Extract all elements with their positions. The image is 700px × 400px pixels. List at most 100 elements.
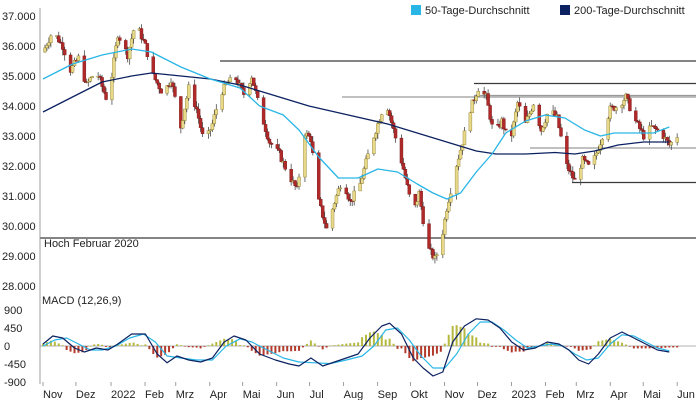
candle-body bbox=[248, 83, 252, 95]
candle-body bbox=[319, 198, 323, 206]
legend-label-sma200: 200-Tage-Durchschnitt bbox=[574, 5, 685, 17]
candle bbox=[70, 63, 75, 74]
candle bbox=[248, 82, 252, 98]
candle-body bbox=[265, 131, 270, 140]
macd-histogram-bar bbox=[191, 346, 194, 348]
candle-body bbox=[433, 255, 437, 259]
candle bbox=[447, 199, 451, 213]
macd-panel bbox=[40, 318, 696, 377]
candle-body bbox=[234, 77, 238, 81]
candle-body bbox=[435, 254, 439, 257]
candle-body bbox=[124, 40, 128, 50]
macd-histogram-bar bbox=[656, 346, 659, 349]
candle bbox=[567, 159, 571, 175]
candle bbox=[559, 123, 563, 138]
x-tick-label: Okt bbox=[411, 389, 428, 400]
candle-body bbox=[194, 106, 199, 110]
macd-histogram-bar bbox=[290, 346, 293, 352]
candle bbox=[523, 102, 528, 123]
candle-body bbox=[608, 105, 612, 119]
macd-histogram-bar bbox=[203, 346, 206, 347]
candle-body bbox=[157, 83, 161, 90]
candle-body bbox=[212, 114, 217, 124]
candle bbox=[401, 157, 406, 170]
candle-body bbox=[70, 65, 75, 73]
macd-signal-line bbox=[42, 321, 670, 369]
macd-histogram-bar bbox=[278, 346, 281, 353]
y-tick-label: 36.000 bbox=[2, 41, 36, 53]
candle bbox=[155, 79, 159, 86]
x-tick-label: 2022 bbox=[111, 389, 135, 400]
candle-body bbox=[543, 122, 547, 128]
macd-histogram-bar bbox=[636, 346, 639, 349]
candle bbox=[194, 101, 199, 114]
macd-title: MACD (12,26,9) bbox=[42, 295, 121, 307]
candle-body bbox=[374, 133, 378, 139]
candle bbox=[366, 149, 370, 160]
candle bbox=[573, 172, 577, 180]
macd-histogram-bar bbox=[73, 346, 76, 354]
macd-histogram-bar bbox=[341, 344, 344, 346]
candle bbox=[571, 166, 575, 183]
candle bbox=[431, 247, 435, 261]
candle bbox=[131, 29, 136, 44]
candle bbox=[531, 104, 536, 112]
candle bbox=[415, 201, 419, 208]
candle-body bbox=[57, 35, 61, 43]
candle bbox=[200, 122, 205, 138]
macd-histogram-bar bbox=[53, 341, 56, 346]
candle-body bbox=[267, 138, 272, 144]
candle bbox=[435, 252, 439, 261]
candle bbox=[283, 159, 287, 172]
candle bbox=[476, 88, 480, 97]
candle bbox=[214, 104, 219, 119]
candle-body bbox=[515, 102, 520, 113]
macd-histogram-bar bbox=[487, 343, 490, 346]
candle bbox=[468, 111, 473, 133]
candle-body bbox=[580, 156, 585, 169]
macd-histogram-bar bbox=[388, 338, 391, 346]
macd-histogram-bar bbox=[313, 343, 316, 346]
candle-body bbox=[565, 135, 569, 164]
candle-body bbox=[653, 126, 658, 129]
candle bbox=[212, 109, 217, 127]
candle bbox=[139, 24, 144, 44]
candle bbox=[586, 160, 591, 166]
candle bbox=[88, 76, 92, 83]
candle bbox=[606, 116, 610, 142]
legend: 50-Tage-Durchschnitt 200-Tage-Durchschni… bbox=[411, 5, 685, 17]
macd-histogram-bar bbox=[65, 346, 68, 350]
candle-body bbox=[458, 150, 463, 160]
macd-histogram-bar bbox=[179, 345, 182, 346]
candle bbox=[90, 75, 94, 79]
macd-histogram-bar bbox=[238, 345, 241, 346]
candle-body bbox=[43, 47, 47, 53]
candle-body bbox=[541, 127, 545, 132]
macd-histogram-bar bbox=[435, 346, 438, 354]
candle-body bbox=[573, 177, 577, 180]
candle bbox=[124, 38, 128, 55]
macd-histogram-bar bbox=[506, 346, 509, 351]
candle bbox=[348, 193, 352, 206]
macd-histogram-bar bbox=[349, 343, 352, 346]
macd-histogram-bar bbox=[353, 342, 356, 346]
candle-body bbox=[60, 42, 65, 50]
macd-y-tick-label: 900 bbox=[4, 305, 22, 317]
reference-lines bbox=[40, 60, 696, 239]
macd-histogram-bar bbox=[325, 346, 328, 348]
candle-body bbox=[269, 143, 274, 145]
candle bbox=[338, 184, 343, 192]
macd-histogram-bar bbox=[514, 346, 517, 352]
candle bbox=[441, 229, 445, 259]
macd-histogram-bar bbox=[565, 346, 568, 347]
candle-body bbox=[669, 142, 673, 146]
x-tick-label: Mrz bbox=[176, 389, 194, 400]
candle-body bbox=[222, 83, 226, 95]
candle bbox=[669, 141, 673, 150]
x-tick-label: Dez bbox=[477, 389, 497, 400]
candle bbox=[234, 76, 238, 84]
candle bbox=[303, 133, 307, 182]
legend-label-sma50: 50-Tage-Durchschnitt bbox=[425, 5, 530, 17]
macd-histogram-bar bbox=[89, 346, 92, 347]
candle-body bbox=[582, 156, 587, 161]
